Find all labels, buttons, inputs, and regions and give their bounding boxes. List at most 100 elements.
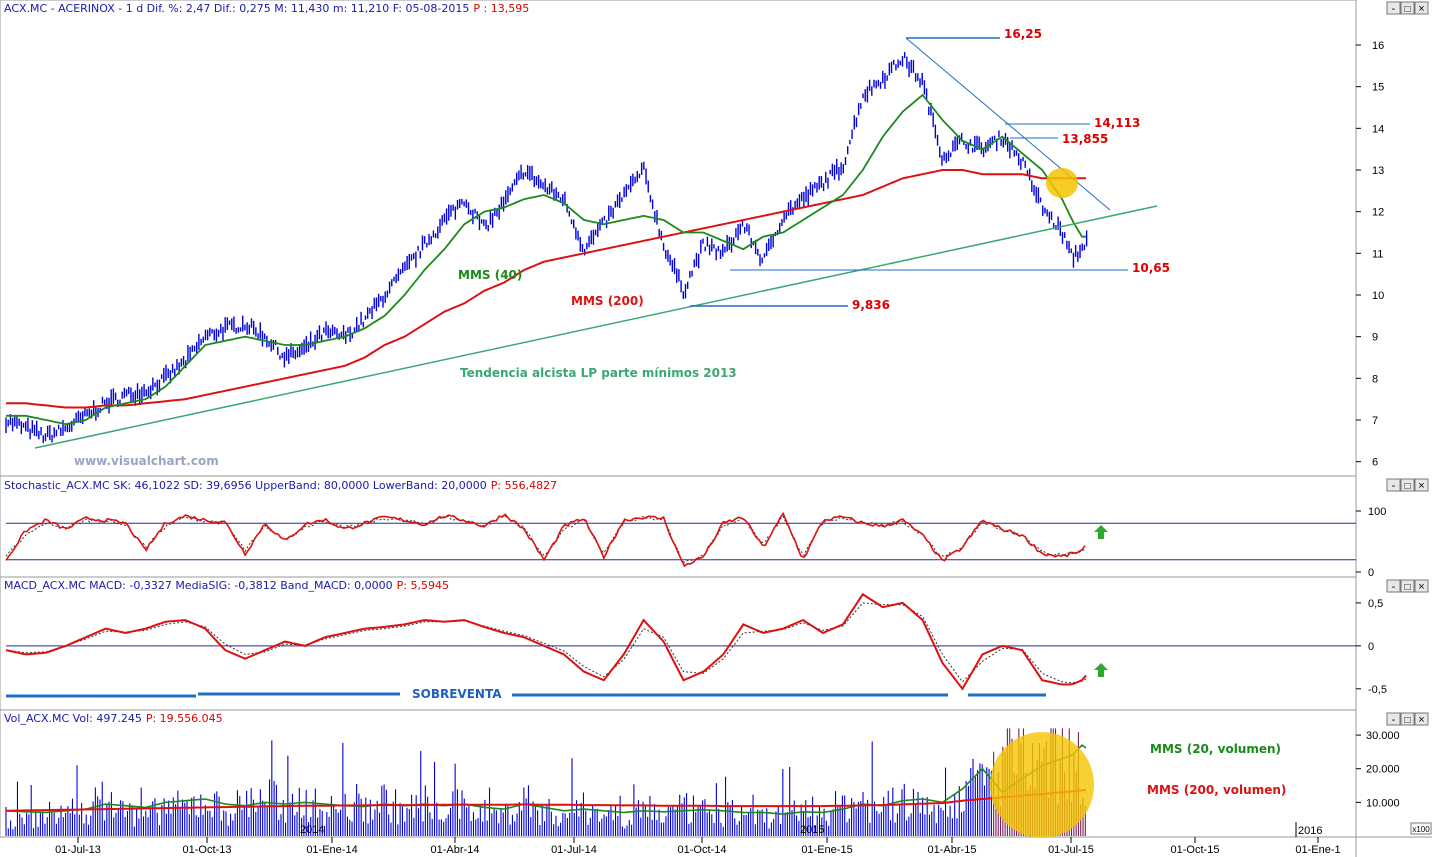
x-tick: 01-Abr-14: [431, 844, 480, 856]
macd-minimize-button[interactable]: -: [1386, 579, 1401, 593]
annotations: 16,25 14,113 13,855 10,65 9,836 MMS (40)…: [74, 27, 1432, 837]
svg-text:□: □: [1404, 582, 1410, 593]
level-16-25-label: 16,25: [1004, 27, 1042, 41]
vol-header: Vol_ACX.MC Vol: 497.245 P: 19.556.045: [4, 712, 223, 725]
svg-text:-: -: [1392, 714, 1396, 726]
price-close-button[interactable]: ×: [1414, 1, 1429, 15]
macd-pane: [0, 576, 1357, 711]
stoch-header-p: P: 556,4827: [491, 479, 557, 492]
x-tick: 01-Ene-15: [801, 844, 852, 856]
macd-y-tick: 0: [1368, 641, 1374, 653]
vol-mms200-line: [5, 788, 1087, 812]
x-tick: 01-Abr-15: [928, 844, 977, 856]
stoch-header: Stochastic_ACX.MC SK: 46,1022 SD: 39,695…: [4, 479, 557, 492]
vol-window-buttons: - □ ×: [1386, 712, 1429, 726]
stoch-header-text: Stochastic_ACX.MC SK: 46,1022 SD: 39,695…: [4, 479, 487, 492]
mms20-vol-label: MMS (20, volumen): [1150, 742, 1281, 756]
trend-line: [34, 205, 1158, 449]
volume-highlight-circle: [990, 732, 1094, 838]
level-14-113-label: 14,113: [1094, 116, 1140, 130]
price-layer: [5, 52, 1088, 444]
level-10-65-label: 10,65: [1132, 261, 1170, 275]
stoch-sd-line: [5, 515, 1086, 563]
macd-maximize-button[interactable]: □: [1400, 579, 1415, 593]
price-y-tick: 9: [1372, 332, 1378, 344]
axis-layer: 6 7 8 9 10 11 12 13 14 15 16 01-Jul-13 01-Oct-13 01-E…: [55, 40, 1400, 856]
price-maximize-button[interactable]: □: [1400, 1, 1415, 15]
svg-text:×: ×: [1418, 581, 1424, 593]
svg-text:-: -: [1392, 581, 1396, 593]
level-9-836-label: 9,836: [852, 298, 890, 312]
price-y-tick: 11: [1372, 248, 1383, 260]
stoch-up-arrow-icon: [1094, 525, 1108, 539]
vol-mms20-line: [5, 744, 1087, 815]
price-y-tick: 12: [1372, 207, 1384, 219]
vol-header-p: P: 19.556.045: [146, 712, 223, 725]
macd-line: [5, 592, 1087, 691]
mms200-vol-label: MMS (200, volumen): [1147, 783, 1286, 797]
macd-up-arrow-icon: [1094, 663, 1108, 677]
price-y-tick: 8: [1372, 373, 1378, 385]
price-y-tick: 6: [1372, 457, 1378, 469]
macd-y-tick: 0,5: [1368, 598, 1383, 610]
x-tick: 01-Jul-14: [551, 844, 597, 856]
svg-text:□: □: [1404, 715, 1410, 726]
stoch-maximize-button[interactable]: □: [1400, 478, 1415, 492]
x-tick: 01-Jul-13: [55, 844, 101, 856]
year-2014-label: 2014: [300, 824, 324, 836]
stoch-window-buttons: - □ ×: [1386, 478, 1429, 492]
vol-y-tick: 20.000: [1366, 764, 1400, 776]
vol-scale-label: x100: [1412, 825, 1430, 834]
price-y-tick: 16: [1372, 40, 1384, 52]
mms40-label: MMS (40): [458, 268, 522, 282]
vol-minimize-button[interactable]: -: [1386, 712, 1401, 726]
price-minimize-button[interactable]: -: [1386, 1, 1401, 15]
stoch-minimize-button[interactable]: -: [1386, 478, 1401, 492]
stoch-close-button[interactable]: ×: [1414, 478, 1429, 492]
mms200-line: [6, 169, 1086, 409]
macd-header-p: P: 5,5945: [397, 579, 449, 592]
stoch-y-tick: 0: [1368, 567, 1374, 579]
x-tick: 01-Jul-15: [1048, 844, 1094, 856]
price-y-tick: 15: [1372, 82, 1384, 94]
highlight-circle: [1046, 168, 1078, 198]
svg-text:×: ×: [1418, 480, 1424, 492]
x-tick: 01-Oct-13: [183, 844, 232, 856]
x-tick: 01-Ene-1: [1295, 844, 1340, 856]
price-y-tick: 13: [1372, 165, 1384, 177]
macd-header: MACD_ACX.MC MACD: -0,3327 MediaSIG: -0,3…: [4, 579, 449, 592]
mms40-line: [6, 93, 1086, 426]
x-tick: 01-Oct-15: [1171, 844, 1220, 856]
macd-header-text: MACD_ACX.MC MACD: -0,3327 MediaSIG: -0,3…: [4, 579, 393, 592]
vol-header-text: Vol_ACX.MC Vol: 497.245: [4, 712, 142, 725]
svg-text:□: □: [1404, 481, 1410, 492]
price-window-buttons: - □ ×: [1386, 1, 1429, 15]
year-2016-label: 2016: [1298, 825, 1322, 837]
year-2015-label: 2015: [800, 824, 824, 836]
vol-close-button[interactable]: ×: [1414, 712, 1429, 726]
price-pane: [0, 0, 1357, 477]
level-13-855-label: 13,855: [1062, 132, 1108, 146]
svg-text:×: ×: [1418, 3, 1424, 15]
vol-y-tick: 30.000: [1366, 730, 1400, 742]
price-header: ACX.MC - ACERINOX - 1 d Dif. %: 2,47 Dif…: [4, 2, 529, 15]
x-tick: 01-Ene-14: [306, 844, 357, 856]
stoch-layer: [5, 511, 1356, 568]
drawings: [6, 37, 1158, 838]
price-y-tick: 7: [1372, 415, 1378, 427]
macd-close-button[interactable]: ×: [1414, 579, 1429, 593]
vol-y-tick: 10.000: [1366, 797, 1400, 809]
price-header-p: P : 13,595: [473, 2, 529, 15]
watermark: www.visualchart.com: [74, 454, 219, 468]
vol-maximize-button[interactable]: □: [1400, 712, 1415, 726]
trend-label: Tendencia alcista LP parte mínimos 2013: [460, 366, 737, 380]
stoch-y-tick: 100: [1368, 506, 1386, 518]
price-y-tick: 10: [1372, 290, 1384, 302]
x-tick: 01-Oct-14: [678, 844, 727, 856]
price-y-tick: 14: [1372, 123, 1384, 135]
svg-text:-: -: [1392, 480, 1396, 492]
price-header-text: ACX.MC - ACERINOX - 1 d Dif. %: 2,47 Dif…: [4, 2, 469, 15]
svg-text:□: □: [1404, 4, 1410, 15]
